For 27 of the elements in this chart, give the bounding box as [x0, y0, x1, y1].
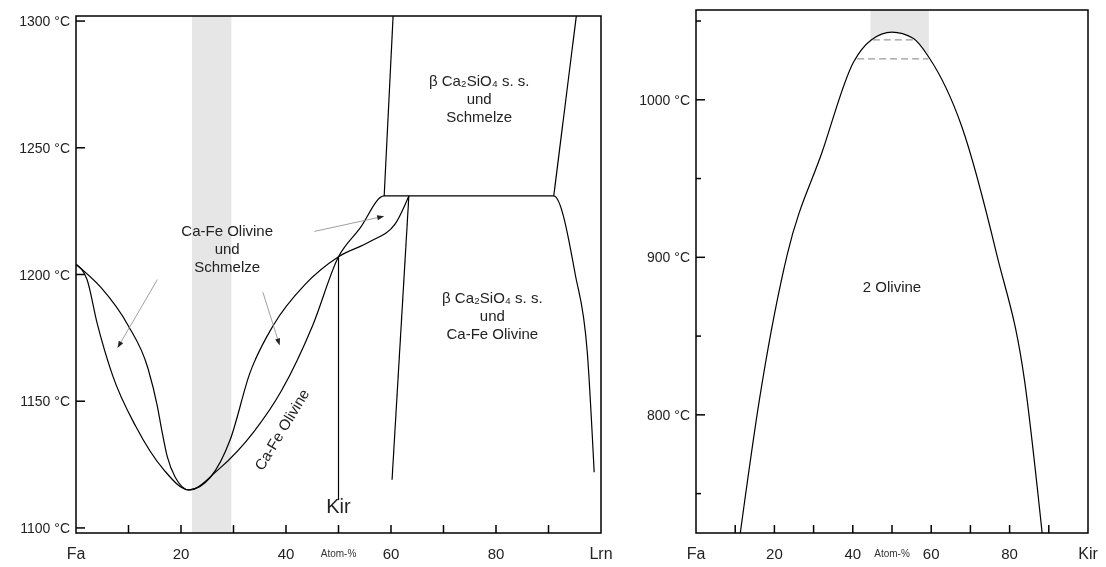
x-tick-label: Kir: [1078, 544, 1099, 562]
y-tick-label: 1100 °C: [20, 519, 70, 536]
annotation: Kir: [326, 494, 352, 517]
y-tick-label: 1250 °C: [19, 139, 70, 156]
y-tick-label: 1150 °C: [20, 393, 70, 410]
x-tick-label: Fa: [66, 544, 86, 562]
annotation: 2 Olivine: [862, 278, 922, 296]
y-tick-label: 1300 °C: [19, 13, 70, 30]
x-tick-label: 60: [382, 544, 400, 562]
x-tick-label: 60: [922, 544, 940, 562]
x-axis-title: Atom-%: [320, 547, 357, 559]
x-axis-title: Atom-%: [874, 547, 910, 559]
y-tick-label: 800 °C: [647, 406, 690, 423]
x-tick-label: Lrn: [589, 544, 613, 562]
y-tick-label: 1000 °C: [639, 91, 690, 108]
x-tick-label: 80: [487, 544, 505, 562]
annotation: β Ca₂SiO₄ s. s. und Ca-Fe Olivine: [442, 289, 543, 343]
x-tick-label: Fa: [686, 544, 706, 562]
y-tick-label: 900 °C: [647, 249, 690, 266]
x-tick-label: 40: [844, 544, 862, 562]
y-tick-label: 1200 °C: [19, 266, 70, 283]
annotation: β Ca₂SiO₄ s. s. und Schmelze: [428, 71, 530, 125]
x-tick-label: 20: [172, 544, 190, 562]
x-tick-label: 20: [766, 544, 783, 562]
x-tick-label: 80: [1001, 544, 1018, 562]
annotation: Ca-Fe Olivine und Schmelze: [181, 221, 274, 275]
x-tick-label: 40: [277, 544, 295, 562]
